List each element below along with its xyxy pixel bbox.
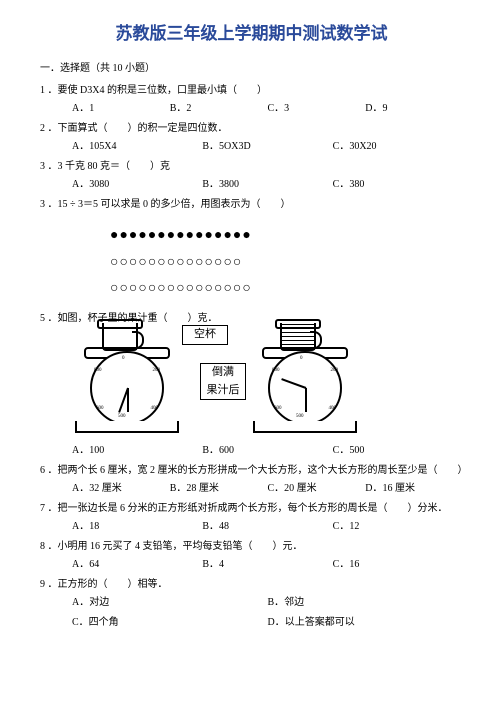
- q6-options: A．32 厘米 B．28 厘米 C．20 厘米 D．16 厘米: [40, 481, 463, 497]
- q1-opt-a: A．1: [72, 101, 170, 117]
- q9-opt-c: C．四个角: [72, 615, 268, 631]
- q5-opt-c: C．500: [333, 443, 463, 459]
- q9-options-1: A．对边 B．邻边: [40, 595, 463, 611]
- q8-opt-b: B．4: [202, 557, 332, 573]
- q6-opt-b: B．28 厘米: [170, 481, 268, 497]
- circles-diagram: ●●●●●●●●●●●●●●● ○○○○○○○○○○○○○○ ○○○○○○○○○…: [40, 221, 463, 301]
- q9-opt-a: A．对边: [72, 595, 268, 611]
- q1-opt-d: D．9: [365, 101, 463, 117]
- q1-options: A．1 B．2 C．3 D．9: [40, 101, 463, 117]
- right-scale: 0 200 400 500 600 800: [248, 333, 358, 433]
- q6-text: 6 ．把两个长 6 厘米，宽 2 厘米的长方形拼成一个大长方形，这个大长方形的周…: [40, 463, 463, 479]
- q4-text: 3 ．15 ÷ 3＝5 可以求是 0 的多少倍，用图表示为（ ）: [40, 197, 463, 213]
- left-scale: 0 200 400 500 600 800: [70, 333, 180, 433]
- q3-opt-c: C．380: [333, 177, 463, 193]
- circles-row-open1: ○○○○○○○○○○○○○○: [110, 248, 463, 275]
- q2-opt-c: C．30X20: [333, 139, 463, 155]
- q7-options: A．18 B．48 C．12: [40, 519, 463, 535]
- q8-text: 8 ．小明用 16 元买了 4 支铅笔，平均每支铅笔（ ）元．: [40, 539, 463, 555]
- q1-opt-c: C．3: [268, 101, 366, 117]
- q8-options: A．64 B．4 C．16: [40, 557, 463, 573]
- page-title: 苏教版三年级上学期期中测试数学试: [40, 20, 463, 47]
- q3-options: A．3080 B．3800 C．380: [40, 177, 463, 193]
- full-cup-label: 倒满 果汁后: [200, 363, 246, 400]
- q5-opt-b: B．600: [202, 443, 332, 459]
- q3-text: 3 ．3 千克 80 克＝（ ）克: [40, 159, 463, 175]
- q8-opt-a: A．64: [72, 557, 202, 573]
- q3-opt-b: B．3800: [202, 177, 332, 193]
- q7-opt-a: A．18: [72, 519, 202, 535]
- q9-options-2: C．四个角 D．以上答案都可以: [40, 615, 463, 631]
- q2-text: 2 ．下面算式（ ）的积一定是四位数．: [40, 121, 463, 137]
- q1-text: 1 ．要使 D3X4 的积是三位数，口里最小填（ ）: [40, 83, 463, 99]
- q6-opt-d: D．16 厘米: [365, 481, 463, 497]
- q6-opt-c: C．20 厘米: [268, 481, 366, 497]
- q7-opt-c: C．12: [333, 519, 463, 535]
- q2-opt-b: B．5OX3D: [202, 139, 332, 155]
- q7-text: 7 ．把一张边长是 6 分米的正方形纸对折成两个长方形，每个长方形的周长是（ ）…: [40, 501, 463, 517]
- section-heading: 一．选择题（共 10 小题）: [40, 61, 463, 77]
- q5-opt-a: A．100: [72, 443, 202, 459]
- q1-opt-b: B．2: [170, 101, 268, 117]
- empty-cup-label: 空杯: [182, 325, 228, 345]
- circles-row-open2: ○○○○○○○○○○○○○○○: [110, 274, 463, 301]
- q2-opt-a: A．105X4: [72, 139, 202, 155]
- q3-opt-a: A．3080: [72, 177, 202, 193]
- q5-options: A．100 B．600 C．500: [40, 443, 463, 459]
- q6-opt-a: A．32 厘米: [72, 481, 170, 497]
- q2-options: A．105X4 B．5OX3D C．30X20: [40, 139, 463, 155]
- q9-text: 9 ．正方形的（ ）相等．: [40, 577, 463, 593]
- q9-opt-d: D．以上答案都可以: [268, 615, 464, 631]
- q7-opt-b: B．48: [202, 519, 332, 535]
- circles-row-filled: ●●●●●●●●●●●●●●●: [110, 221, 463, 248]
- page: 苏教版三年级上学期期中测试数学试 一．选择题（共 10 小题） 1 ．要使 D3…: [0, 0, 503, 645]
- q8-opt-c: C．16: [333, 557, 463, 573]
- scales-diagram: 0 200 400 500 600 800 空杯 0: [40, 333, 463, 433]
- q9-opt-b: B．邻边: [268, 595, 464, 611]
